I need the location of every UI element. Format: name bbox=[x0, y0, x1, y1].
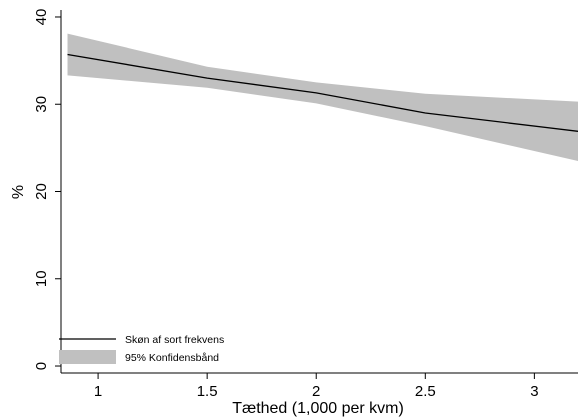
y-tick-label: 10 bbox=[33, 270, 50, 287]
x-tick-label: 1.5 bbox=[197, 383, 218, 400]
x-tick-label: 2 bbox=[312, 383, 320, 400]
x-tick-label: 1 bbox=[94, 383, 102, 400]
confidence-band-layer bbox=[67, 33, 578, 161]
x-tick-label: 2.5 bbox=[415, 383, 436, 400]
y-tick-label: 40 bbox=[33, 9, 50, 26]
y-tick-label: 20 bbox=[33, 183, 50, 200]
x-axis-ticks: 1 1.5 2 2.5 3 bbox=[94, 373, 539, 400]
legend-label-estimate: Skøn af sort frekvens bbox=[125, 334, 224, 346]
legend-label-band: 95% Konfidensbånd bbox=[125, 352, 219, 364]
estimate-line-layer bbox=[67, 53, 578, 132]
x-tick-label: 3 bbox=[530, 383, 538, 400]
legend-band-swatch bbox=[59, 350, 116, 364]
y-axis-ticks: 0 10 20 30 40 bbox=[33, 9, 61, 370]
y-tick-label: 0 bbox=[33, 362, 50, 370]
x-axis-title: Tæthed (1,000 per kvm) bbox=[232, 400, 404, 417]
legend: Skøn af sort frekvens 95% Konfidensbånd bbox=[59, 334, 224, 364]
estimate-line bbox=[67, 53, 578, 132]
confidence-band bbox=[67, 33, 578, 161]
y-axis-title: % bbox=[10, 185, 27, 199]
y-tick-label: 30 bbox=[33, 96, 50, 113]
